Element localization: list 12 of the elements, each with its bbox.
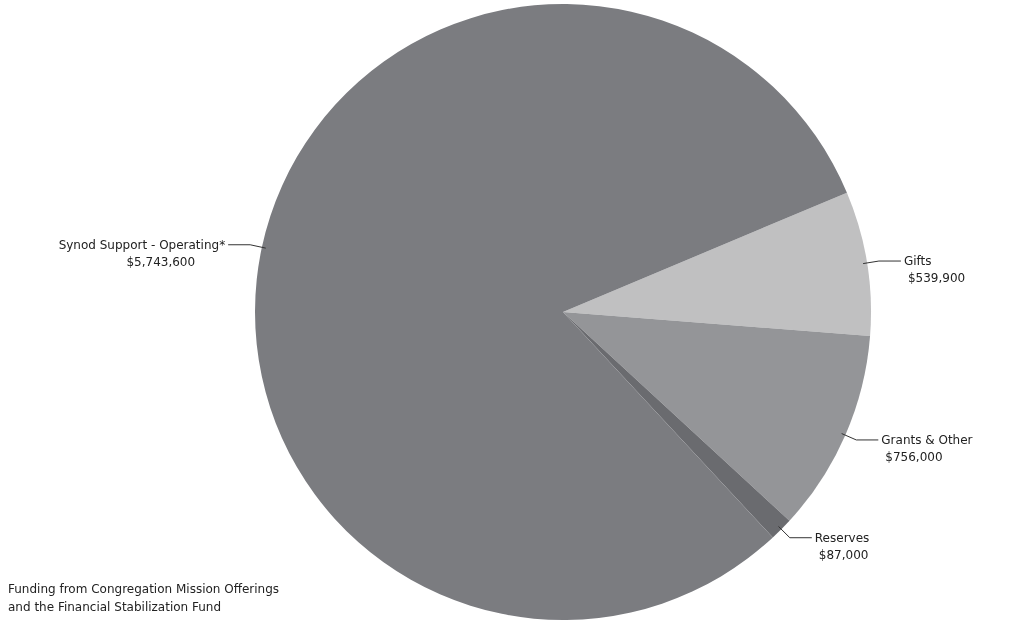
data-label: $539,900 (907, 271, 966, 286)
pie-slice (563, 312, 871, 521)
pie-slice (563, 312, 790, 538)
data-label: $5,743,600 (126, 254, 196, 269)
data-label: $756,000 (885, 449, 943, 464)
slice-label: Gifts (903, 254, 932, 269)
slice-label: Grants & Other (881, 432, 973, 447)
slice-label: Reserves (814, 530, 870, 545)
text: Funding from Congregation Mission Offerings and the Financial Stabilization Fund (8, 582, 280, 614)
data-label: $87,000 (818, 547, 869, 562)
slice-label: Synod Support - Operating* (58, 237, 226, 252)
pie-slice (563, 192, 871, 337)
